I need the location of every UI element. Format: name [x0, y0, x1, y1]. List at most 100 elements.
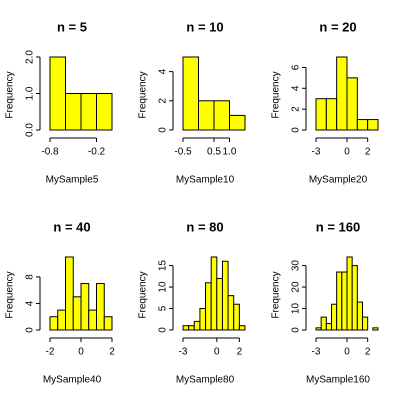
panel-title: n = 10 — [186, 19, 223, 34]
x-tick-label: 2 — [237, 347, 243, 358]
panel-title: n = 40 — [53, 219, 90, 234]
panel-title: n = 20 — [319, 19, 356, 34]
y-tick-label: 0 — [291, 127, 302, 133]
bar — [65, 93, 82, 131]
y-axis-label: Frequency — [271, 71, 282, 118]
x-tick-label: 0.5 — [207, 147, 221, 158]
y-tick-label: 4 — [158, 68, 169, 74]
y-tick-label: 4 — [291, 85, 302, 91]
y-tick-label: 10 — [158, 281, 169, 293]
bar — [216, 277, 223, 331]
bar — [346, 256, 353, 331]
bar — [221, 260, 229, 331]
bar — [49, 56, 66, 131]
bar — [57, 309, 66, 331]
y-tick-label: 1.0 — [25, 86, 36, 100]
bar — [49, 316, 59, 331]
y-axis-label: Frequency — [138, 71, 149, 118]
x-tick-label: -0.2 — [88, 147, 106, 158]
x-axis-label: MySample10 — [176, 175, 235, 186]
bar — [182, 325, 190, 331]
y-tick-label: 6 — [291, 64, 302, 70]
bar — [320, 316, 327, 331]
y-tick-label: 0 — [158, 327, 169, 333]
y-axis-label: Frequency — [5, 71, 16, 118]
bar — [233, 303, 240, 331]
bar — [331, 303, 338, 331]
bar — [72, 296, 82, 331]
panel-title: n = 160 — [316, 219, 360, 234]
y-tick-label: 5 — [158, 305, 169, 311]
bar — [65, 256, 74, 331]
y-axis-label: Frequency — [138, 271, 149, 318]
x-axis-label: MySample40 — [43, 375, 102, 386]
x-tick-label: 0 — [214, 347, 220, 358]
y-tick-label: 30 — [291, 260, 302, 272]
x-axis-label: MySample5 — [46, 175, 99, 186]
bar — [356, 301, 364, 331]
bar — [238, 325, 246, 331]
x-tick-label: -0.8 — [41, 147, 59, 158]
bar — [372, 327, 379, 331]
bar — [227, 295, 235, 331]
y-tick-label: 2 — [291, 106, 302, 112]
bar — [341, 271, 348, 331]
y-tick-label: 0 — [25, 327, 36, 333]
bar — [351, 265, 358, 331]
panel-title: n = 80 — [186, 219, 223, 234]
y-axis-label: Frequency — [5, 271, 16, 318]
bar — [367, 119, 379, 131]
bar — [336, 271, 343, 331]
bar — [362, 316, 369, 331]
bar — [198, 100, 215, 131]
bar — [199, 308, 207, 331]
bar — [346, 77, 358, 131]
bar — [315, 327, 322, 331]
x-axis-label: MySample160 — [306, 375, 370, 386]
bar — [96, 93, 113, 131]
x-tick-label: 2 — [365, 147, 371, 158]
y-tick-label: 2.0 — [25, 50, 36, 64]
y-tick-label: 0 — [158, 127, 169, 133]
y-tick-label: 2 — [158, 98, 169, 104]
bar — [182, 56, 199, 131]
x-tick-label: 0 — [344, 147, 350, 158]
bar — [80, 93, 97, 131]
x-axis-label: MySample20 — [309, 175, 368, 186]
bar — [213, 100, 230, 131]
bar — [205, 282, 212, 331]
x-tick-label: -3 — [179, 347, 188, 358]
bar — [80, 283, 90, 331]
x-tick-label: -0.5 — [174, 147, 192, 158]
x-tick-label: -2 — [46, 347, 55, 358]
bar — [96, 283, 105, 331]
panel-title: n = 5 — [57, 19, 87, 34]
y-tick-label: 4 — [25, 300, 36, 306]
x-tick-label: 2 — [109, 347, 115, 358]
x-tick-label: 1.0 — [223, 147, 237, 158]
bar — [336, 56, 348, 131]
y-tick-label: 20 — [291, 281, 302, 293]
y-axis-label: Frequency — [271, 271, 282, 318]
bar — [188, 325, 195, 331]
bar — [315, 98, 327, 131]
x-tick-label: -3 — [312, 147, 321, 158]
x-tick-label: -3 — [312, 347, 321, 358]
y-tick-label: 10 — [291, 303, 302, 315]
y-tick-label: 0.0 — [25, 123, 36, 137]
bar — [210, 256, 218, 331]
bar — [356, 119, 369, 131]
bar — [325, 98, 338, 131]
bar — [103, 316, 113, 331]
x-tick-label: 2 — [365, 347, 371, 358]
x-tick-label: 0 — [344, 347, 350, 358]
bar — [88, 309, 97, 331]
x-axis-label: MySample80 — [176, 375, 235, 386]
bar — [229, 114, 246, 131]
x-tick-label: 0 — [78, 347, 84, 358]
y-tick-label: 0 — [291, 327, 302, 333]
bar — [193, 320, 201, 331]
y-tick-label: 8 — [25, 274, 36, 280]
y-tick-label: 15 — [158, 260, 169, 272]
